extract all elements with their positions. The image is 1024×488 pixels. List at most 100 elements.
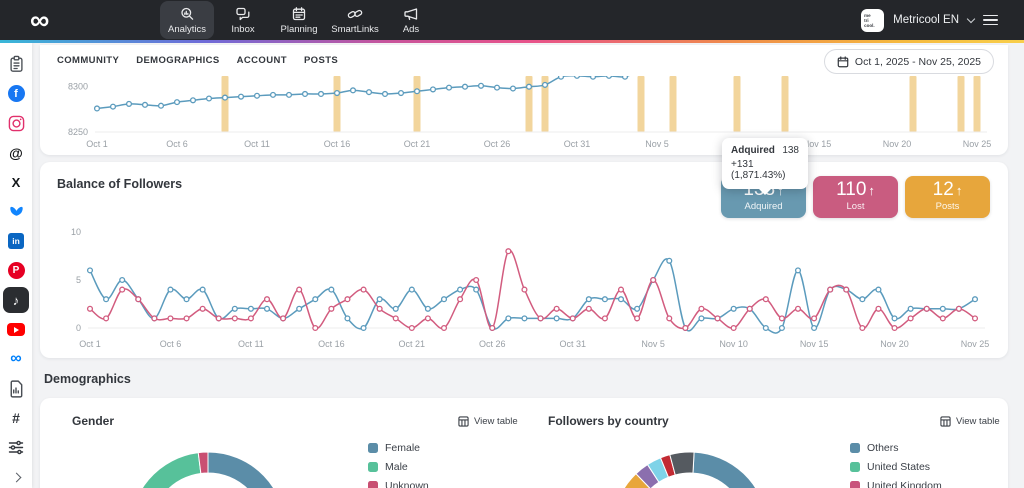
svg-text:Nov 10: Nov 10 [719,339,748,349]
posts-value: 12 ↑ [932,179,963,200]
tab-posts[interactable]: POSTS [303,55,339,66]
youtube-icon[interactable] [3,317,29,343]
inbox-chat-icon [235,6,251,22]
others-swatch [850,443,860,453]
chevron-down-icon[interactable] [966,14,976,23]
tab-demographics[interactable]: DEMOGRAPHICS [136,55,220,66]
country-donut-chart[interactable] [530,438,850,488]
community-overview-card: COMMUNITY DEMOGRAPHICS ACCOUNT POSTS Oct… [40,45,1008,155]
acquired-tooltip: Adquired 138 +131 (1,871.43%) [722,138,808,195]
linkedin-icon[interactable]: in [3,228,29,254]
legend-item-united-states: United States [850,461,942,473]
tooltip-value: 138 [782,145,799,156]
nav-label: Inbox [231,23,255,35]
gender-donut-chart[interactable] [48,438,368,488]
metricool-logo[interactable]: ∞ [30,5,50,35]
report-document-icon[interactable] [3,376,29,402]
up-arrow-icon: ↑ [955,183,963,198]
brand-avatar[interactable]: me tri cool. [861,8,885,32]
nav-ads[interactable]: Ads [384,1,438,39]
ads-megaphone-icon [403,6,419,22]
svg-text:Nov 15: Nov 15 [803,139,832,149]
svg-text:Nov 20: Nov 20 [880,339,909,349]
male-swatch [368,462,378,472]
svg-text:Oct 6: Oct 6 [160,339,182,349]
clipboard-icon[interactable] [3,51,29,77]
legend-item-others: Others [850,442,942,454]
meta-icon[interactable]: ∞ [10,350,22,367]
svg-text:Nov 5: Nov 5 [645,139,669,149]
account-area: me tri cool. Metricool EN [861,0,998,40]
tab-community[interactable]: COMMUNITY [57,55,120,66]
united-states-swatch [850,462,860,472]
nav-planning[interactable]: Planning [272,1,326,39]
nav-inbox[interactable]: Inbox [216,1,270,39]
posts-stat-card[interactable]: 12 ↑ Posts [905,176,990,218]
x-twitter-icon[interactable]: X [11,174,21,190]
planning-calendar-icon [291,6,307,22]
nav-analytics[interactable]: Analytics [160,1,214,39]
threads-icon[interactable]: @ [9,144,23,161]
balance-of-followers-chart[interactable]: 10 5 0 Oct 1 Oct 6 Oct 11 Oct 16 Oct 21 Oct 26 Oc… [40,224,1008,354]
nav-label: SmartLinks [331,23,379,35]
tooltip-title: Adquired [731,145,775,156]
nav-label: Planning [280,23,318,35]
lost-stat-card[interactable]: 110 ↑ Lost [813,176,898,218]
hamburger-menu-icon[interactable] [983,14,998,26]
balance-title: Balance of Followers [57,177,183,191]
tiktok-icon[interactable]: ♪ [3,287,29,313]
gender-title: Gender [72,414,115,428]
svg-text:Oct 11: Oct 11 [244,139,270,149]
calendar-icon [837,55,849,68]
country-title: Followers by country [548,414,669,428]
date-range-label: Oct 1, 2025 - Nov 25, 2025 [854,55,981,68]
table-icon [940,416,951,427]
svg-text:Oct 16: Oct 16 [324,139,351,149]
legend-item-male: Male [368,461,429,473]
brand-gradient-divider [0,40,1024,43]
svg-text:Oct 31: Oct 31 [564,139,591,149]
date-range-picker[interactable]: Oct 1, 2025 - Nov 25, 2025 [823,49,994,74]
country-view-table-button[interactable]: View table [940,416,1000,427]
pinterest-icon[interactable]: P [3,258,29,284]
svg-text:Oct 21: Oct 21 [404,139,431,149]
nav-smartlinks[interactable]: SmartLinks [328,1,382,39]
svg-text:Oct 1: Oct 1 [86,139,108,149]
social-accounts-sidebar: f @ X in P ♪ ∞ # [0,43,32,488]
bluesky-icon[interactable] [3,199,29,225]
account-name[interactable]: Metricool EN [893,14,959,26]
svg-text:Nov 5: Nov 5 [641,339,665,349]
main-content: COMMUNITY DEMOGRAPHICS ACCOUNT POSTS Oct… [32,43,1024,488]
female-swatch [368,443,378,453]
instagram-icon[interactable] [3,110,29,136]
svg-text:Oct 11: Oct 11 [238,339,264,349]
svg-text:Oct 31: Oct 31 [559,339,586,349]
svg-text:Nov 15: Nov 15 [800,339,829,349]
svg-text:Oct 6: Oct 6 [166,139,188,149]
tooltip-change: +131 (1,871.43%) [731,159,786,181]
hashtag-icon[interactable]: # [12,410,20,426]
followers-evolution-chart[interactable]: 8300 8250 Oct 1 Oct 6 Oct 11 Oct 16 Oct 21 Oct … [40,76,1008,154]
primary-nav: Analytics Inbox Planning [160,0,438,40]
svg-text:Oct 1: Oct 1 [79,339,101,349]
up-arrow-icon: ↑ [868,183,875,198]
avatar-line: me [864,12,871,18]
legend-item-female: Female [368,442,429,454]
legend-item-unknown: Unknown [368,480,429,488]
tab-account[interactable]: ACCOUNT [236,55,287,66]
acquired-label: Adquired [744,201,783,212]
lost-label: Lost [846,201,865,212]
avatar-line: tri [864,17,869,23]
facebook-icon[interactable]: f [3,81,29,107]
avatar-line: cool. [864,22,875,28]
svg-text:8300: 8300 [68,82,88,92]
svg-text:Nov 25: Nov 25 [963,139,992,149]
united-kingdom-swatch [850,481,860,488]
nav-label: Analytics [167,23,206,35]
adjustments-icon[interactable] [3,435,29,461]
legend-item-united-kingdom: United Kingdom [850,480,942,488]
gender-view-table-button[interactable]: View table [458,416,518,427]
expand-icon[interactable] [3,464,29,488]
svg-text:0: 0 [76,323,81,333]
demographics-heading: Demographics [44,372,131,386]
